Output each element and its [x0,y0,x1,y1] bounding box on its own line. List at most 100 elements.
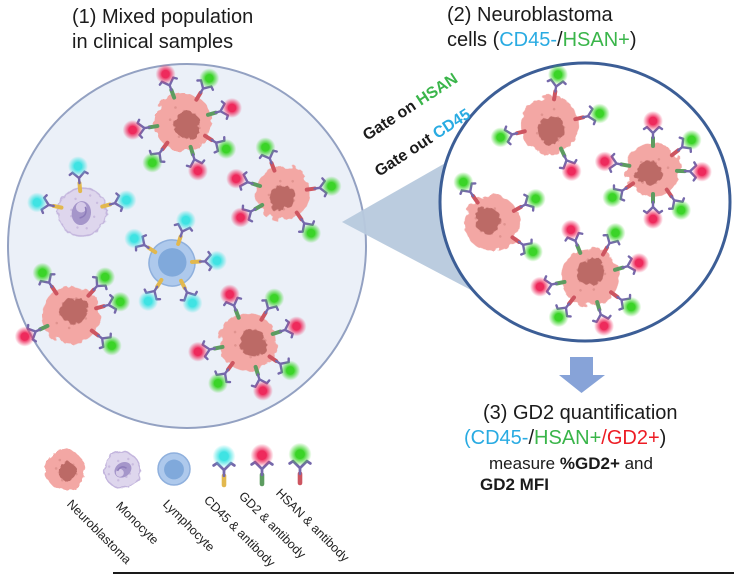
neuroblastoma-cell [122,64,243,181]
hsan-antibody-icon [609,290,642,317]
gd2-marker-dot [225,290,234,299]
gd2-marker-dot [634,258,644,268]
cd45-marker-dot [122,195,131,205]
hsan-marker-dot [116,297,125,307]
gd2-antibody-icon [226,168,263,191]
cd45-marker-dot [188,298,197,308]
cd45-antibody-icon [173,210,196,246]
step3-slash2: / [601,427,607,449]
gd2-marker-dot [257,450,267,461]
gd2-marker-dot [161,69,170,79]
neuroblastoma-cell-body [521,96,579,154]
hsan-antibody-icon [267,354,301,381]
gd2-marker-dot [600,157,609,166]
neuroblastoma-cell-body [154,93,212,151]
hsan-antibody-icon [601,222,626,257]
cd45-antibody-icon [189,250,227,272]
hsan-antibody-icon [94,291,131,314]
cd45-marker-dot [73,161,83,171]
gd2-antibody-icon [674,161,712,182]
gated-circle [438,61,732,343]
gd2-marker-dot [697,167,707,176]
hsan-marker-dot [100,272,110,282]
gd2-antibody-icon [560,219,584,255]
step2-cd45: CD45- [499,29,558,51]
gd2-marker-dot [227,103,237,113]
step3-line2: (CD45-/HSAN+/GD2+) [464,426,678,451]
gd2-antibody-icon [205,97,243,120]
cd45-marker-dot [219,451,229,462]
neuroblastoma-cell-body [256,166,310,220]
hsan-antibody-icon [453,172,480,205]
cd45-antibody-icon [138,277,164,312]
gd2-antibody-icon [558,146,582,182]
legend-neuroblastoma-icon [45,450,85,490]
neuroblastoma-cell [187,284,307,401]
step1-line1: (1) Mixed population [72,6,254,28]
hsan-antibody-icon [669,129,702,158]
gd2-antibody-icon [250,443,274,487]
cd45-marker-dot [181,216,191,225]
cd45-marker-dot [212,256,222,265]
step3-gd2: GD2+ [606,427,660,449]
measure-suffix: and [619,454,653,473]
step3-measure-line: measure %GD2+ and [464,451,678,474]
hsan-antibody-icon [255,137,278,173]
legend-monocyte-icon [103,451,141,489]
gd2-marker-dot [193,166,203,175]
hsan-marker-dot [528,247,538,256]
hsan-antibody-icon [548,295,576,328]
step1-line2: in clinical samples [72,31,234,53]
gd2-antibody-icon [14,323,50,347]
hsan-marker-dot [38,268,47,277]
hsan-marker-dot [459,177,468,187]
step1-title: (1) Mixed population in clinical samples [72,5,253,55]
cd45-antibody-icon [124,228,158,255]
hsan-antibody-icon [32,262,59,296]
gd2-marker-dot [599,321,609,331]
hsan-antibody-icon [573,103,610,126]
hsan-marker-dot [306,228,316,238]
gd2-antibody-icon [270,316,307,339]
hsan-marker-dot [148,158,157,167]
monocyte-cell [27,156,137,237]
hsan-marker-dot [222,144,231,154]
gd2-antibody-icon [592,299,615,337]
gd2-marker-dot [128,125,137,135]
hsan-marker-dot [107,341,116,350]
hsan-antibody-icon [510,235,543,262]
step3-open: ( [464,427,471,449]
cd45-antibody-icon [212,444,236,488]
gd2-antibody-icon [642,111,664,148]
neuroblastoma-cell [453,172,546,262]
hsan-marker-dot [595,109,604,118]
cd45-antibody-icon [67,156,89,194]
cd45-antibody-icon [179,278,203,314]
gd2-antibody-icon [594,151,632,173]
step3-close: ) [659,427,667,449]
legend-lymphocyte-icon [157,452,191,486]
legend-icons [45,442,312,490]
step3-cd45: CD45- [470,427,529,449]
hsan-marker-dot [676,205,686,215]
step2-hsan: HSAN+ [562,29,630,51]
gd2-marker-dot [648,116,658,126]
gd2-marker-dot [292,322,301,331]
neuroblastoma-cell-body [626,143,680,197]
gd2-antibody-icon [185,144,208,181]
cells-layer [14,64,712,401]
hsan-antibody-icon [259,288,285,322]
step2-title: (2) Neuroblastoma cells (CD45-/HSAN+) [447,3,637,53]
gd2-antibody-icon [612,252,650,275]
hsan-antibody-icon [304,176,342,198]
hsan-marker-dot [270,294,279,303]
hsan-antibody-icon [546,64,568,102]
mfi-bold: GD2 MFI [480,475,549,494]
measure-gd2-bold: %GD2+ [559,454,620,473]
gd2-marker-dot [567,167,576,176]
cd45-marker-dot [143,296,153,306]
hsan-marker-dot [496,133,505,142]
hsan-antibody-icon [490,125,527,148]
step3-slash1: / [528,427,535,449]
gd2-marker-dot [231,174,241,183]
